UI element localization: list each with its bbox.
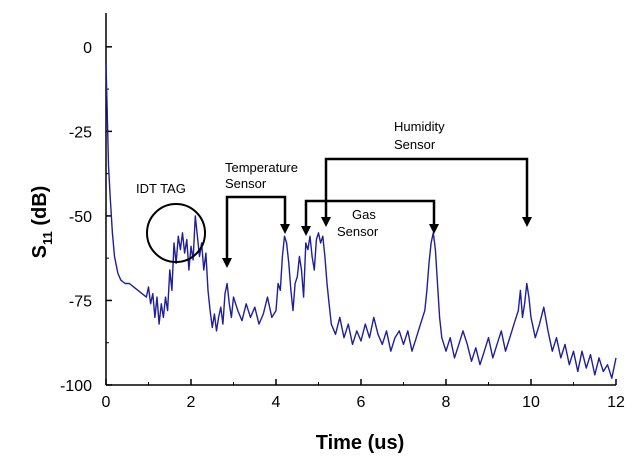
y-axis-title-sub: 11 [40, 231, 55, 245]
gas-bracket [304, 199, 436, 229]
y-tick-label: 0 [83, 40, 92, 57]
x-tick-label: 12 [607, 394, 625, 411]
temperature-arrowhead-right [280, 224, 290, 234]
humidity-arrowhead-right [522, 217, 532, 227]
annotation-idt: IDT TAG [136, 181, 186, 196]
x-tick-label: 6 [357, 394, 366, 411]
x-tick-label: 10 [522, 394, 540, 411]
svg-text:S11 (dB): S11 (dB) [29, 186, 55, 259]
humidity-arrowhead-left [321, 217, 331, 227]
annotation-temperature: Temperature [225, 160, 298, 175]
series-line-0 [105, 63, 617, 379]
x-axis: 0 2 4 6 8 10 12 [102, 379, 625, 411]
y-tick-label: -25 [69, 124, 92, 141]
annotation-gas-line2: Sensor [337, 224, 379, 239]
humidity-bracket [324, 157, 529, 220]
series-layer [105, 63, 617, 379]
x-tick-label: 0 [102, 394, 111, 411]
idt-tag-circle [146, 203, 206, 263]
annotation-temperature-line2: Sensor [225, 176, 267, 191]
y-tick-label: -75 [69, 293, 92, 310]
x-tick-label: 2 [187, 394, 196, 411]
y-tick-label: -50 [69, 209, 92, 226]
y-tick-label: -100 [60, 378, 92, 395]
x-tick-label: 8 [442, 394, 451, 411]
plot-frame [105, 13, 616, 386]
y-axis-title-unit: (dB) [29, 186, 51, 232]
annotation-humidity: Humidity [394, 119, 445, 134]
x-axis-title: Time (us) [316, 432, 405, 454]
gas-arrowhead-left [301, 226, 311, 236]
y-axis-title-main: S [29, 245, 51, 258]
temperature-bracket [225, 195, 287, 262]
x-tick-label: 4 [272, 394, 281, 411]
y-axis: 0 -25 -50 -75 -100 [60, 40, 112, 395]
annotation-gas: Gas [352, 207, 376, 222]
y-axis-title: S11 (dB) [29, 186, 55, 259]
annotation-humidity-line2: Sensor [394, 137, 436, 152]
annotation-layer: IDT TAG Temperature Sensor Gas Sensor Hu… [136, 119, 532, 268]
temperature-arrowhead-left [222, 258, 232, 268]
gas-arrowhead-right [429, 224, 439, 234]
